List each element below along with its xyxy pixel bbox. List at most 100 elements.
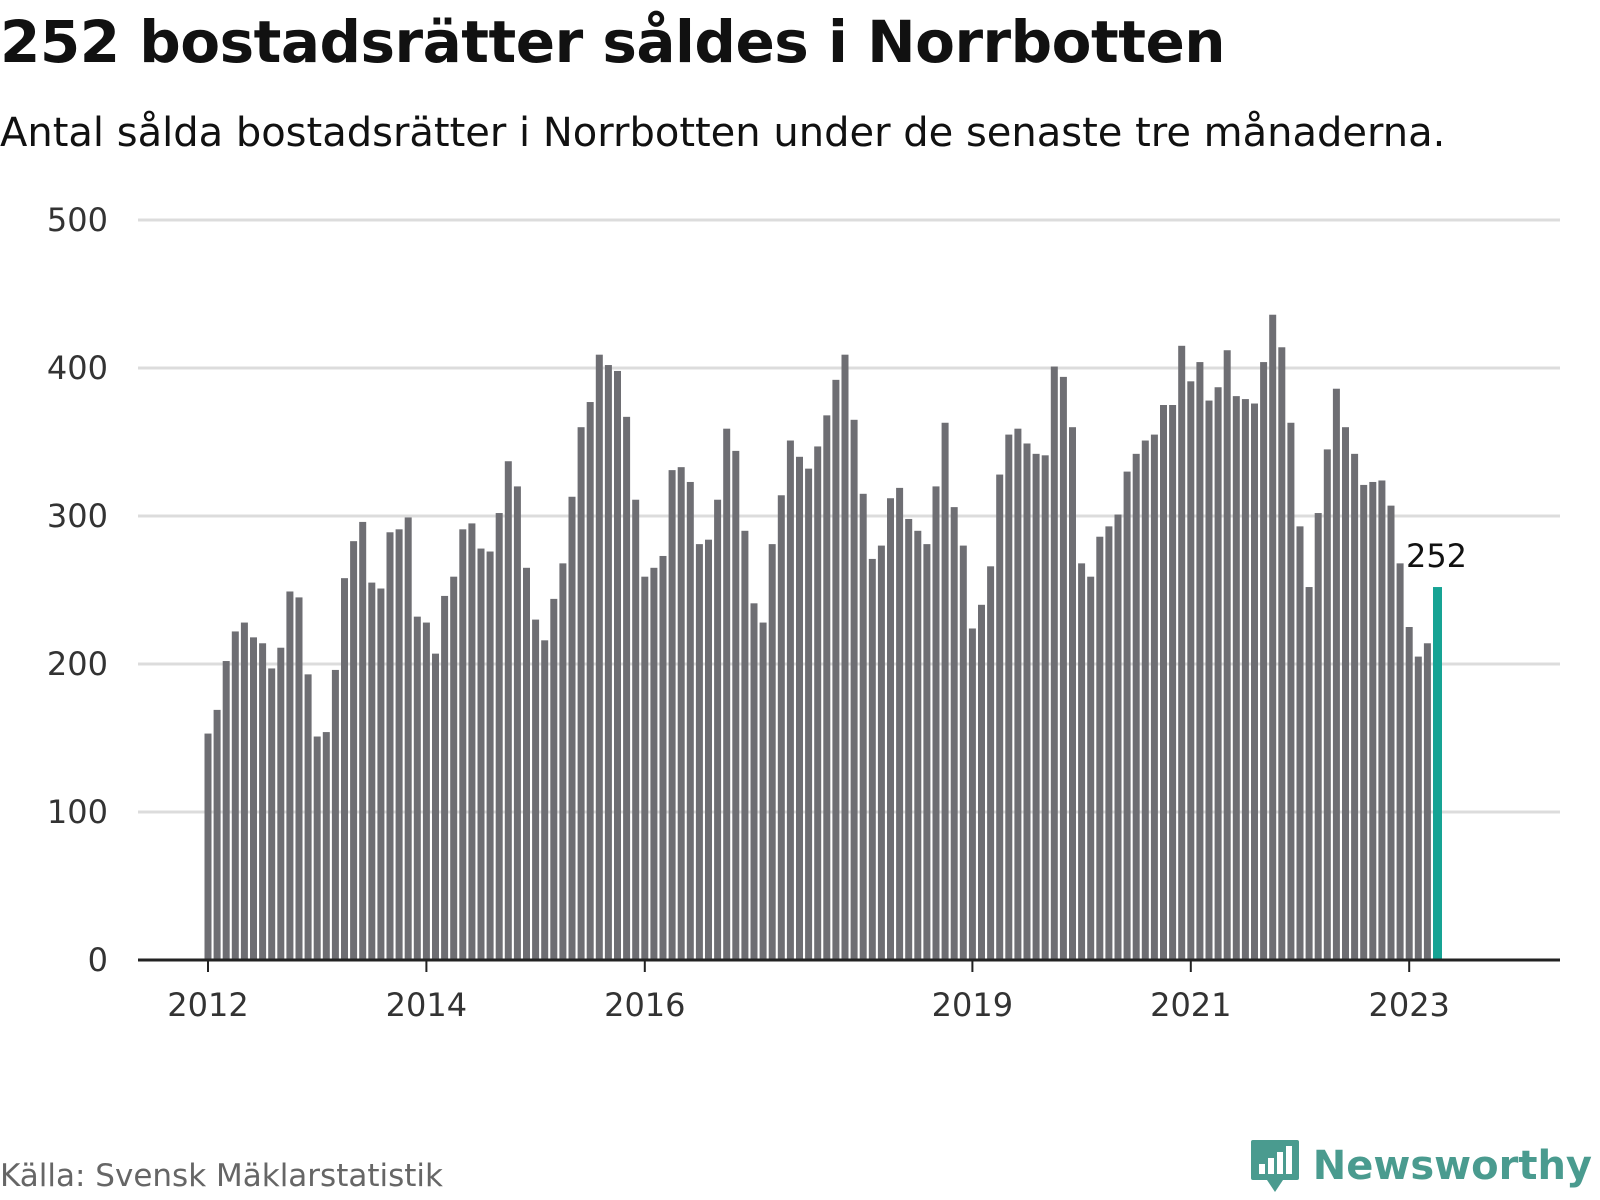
bar (477, 548, 485, 960)
bar (604, 365, 612, 960)
bar (222, 661, 230, 960)
bar (395, 529, 403, 960)
bar (1332, 388, 1340, 961)
bar (1059, 376, 1067, 960)
bar (1396, 563, 1404, 960)
bar (741, 530, 749, 960)
bar (1342, 427, 1349, 960)
bar (814, 446, 822, 960)
x-tick-label: 2016 (604, 986, 685, 1024)
bar (231, 631, 239, 960)
bar (1405, 627, 1413, 960)
bar (632, 499, 640, 960)
bar (732, 450, 740, 960)
bar (1169, 405, 1177, 960)
bar (1387, 505, 1395, 960)
bar (914, 530, 922, 960)
bar (841, 354, 849, 960)
bar (1360, 484, 1368, 960)
bar (1223, 350, 1231, 960)
bar (1351, 453, 1359, 960)
bar (240, 622, 248, 960)
bar (1105, 526, 1113, 960)
chart-bubble-icon (1250, 1140, 1299, 1192)
bar (313, 736, 321, 960)
bar (1278, 347, 1286, 960)
bar (1150, 434, 1158, 961)
bar (1023, 443, 1031, 961)
bar (1287, 422, 1295, 960)
bar (1369, 481, 1377, 960)
bar (950, 507, 958, 960)
bar (550, 598, 558, 960)
bar (586, 402, 594, 960)
bar (759, 622, 767, 960)
bar (1087, 576, 1095, 960)
bar (768, 544, 776, 960)
bar (1141, 440, 1149, 960)
bar-series (204, 314, 1442, 961)
y-tick-label: 0 (88, 941, 108, 979)
bar (695, 544, 703, 960)
bar (1178, 345, 1186, 960)
bar (359, 521, 367, 960)
bar (659, 555, 667, 960)
chart-title: 252 bostadsrätter såldes i Norrbotten (0, 8, 1226, 76)
bar (1187, 381, 1195, 960)
x-tick-label: 2019 (932, 986, 1013, 1024)
bar (341, 578, 348, 960)
bar (259, 643, 267, 960)
bar (268, 668, 276, 960)
bar (577, 427, 585, 960)
bar (723, 428, 731, 960)
bar (513, 486, 521, 960)
bar (623, 416, 631, 961)
bar (968, 628, 976, 960)
bar (541, 640, 549, 960)
bar (877, 545, 885, 960)
bar (504, 461, 512, 960)
y-tick-label: 500 (47, 201, 108, 239)
bar (705, 539, 712, 960)
bar (650, 567, 658, 960)
source-credit: Källa: Svensk Mäklarstatistik (0, 1158, 443, 1194)
bar (786, 440, 794, 960)
bar (859, 493, 867, 960)
bar (1032, 453, 1040, 960)
y-tick-label: 200 (47, 645, 108, 683)
bar (796, 456, 803, 960)
x-tick-label: 2021 (1150, 986, 1231, 1024)
bar (468, 523, 476, 960)
x-tick-label: 2012 (167, 986, 248, 1024)
bar (1050, 366, 1058, 960)
bar (404, 517, 412, 960)
bar (1314, 513, 1322, 960)
x-axis: 2012 2014 2016 2019 2021 2023 (138, 958, 1560, 1024)
bar (413, 616, 421, 960)
bar (1096, 536, 1104, 960)
bar (668, 470, 676, 960)
bar (304, 674, 312, 960)
annotations: 252 (1406, 537, 1467, 575)
bar (996, 474, 1004, 960)
y-tick-label: 100 (47, 793, 108, 831)
bar (614, 370, 621, 960)
bar (932, 486, 940, 960)
brand-name: Newsworthy (1312, 1143, 1592, 1189)
x-tick-label: 2014 (386, 986, 467, 1024)
brand-logo: Newsworthy (1249, 1138, 1592, 1194)
y-axis-labels: 0 100 200 300 400 500 (47, 201, 108, 979)
bar (832, 379, 840, 961)
bar (887, 498, 894, 960)
bar (1241, 399, 1249, 960)
bar (568, 496, 576, 960)
bar (368, 582, 376, 960)
bar (286, 591, 294, 960)
bar (1296, 526, 1304, 960)
bar (1132, 453, 1140, 960)
bar (559, 563, 567, 960)
bar (1114, 514, 1122, 960)
bar (1196, 362, 1204, 960)
bar (1269, 314, 1277, 961)
x-tick-label: 2023 (1368, 986, 1449, 1024)
